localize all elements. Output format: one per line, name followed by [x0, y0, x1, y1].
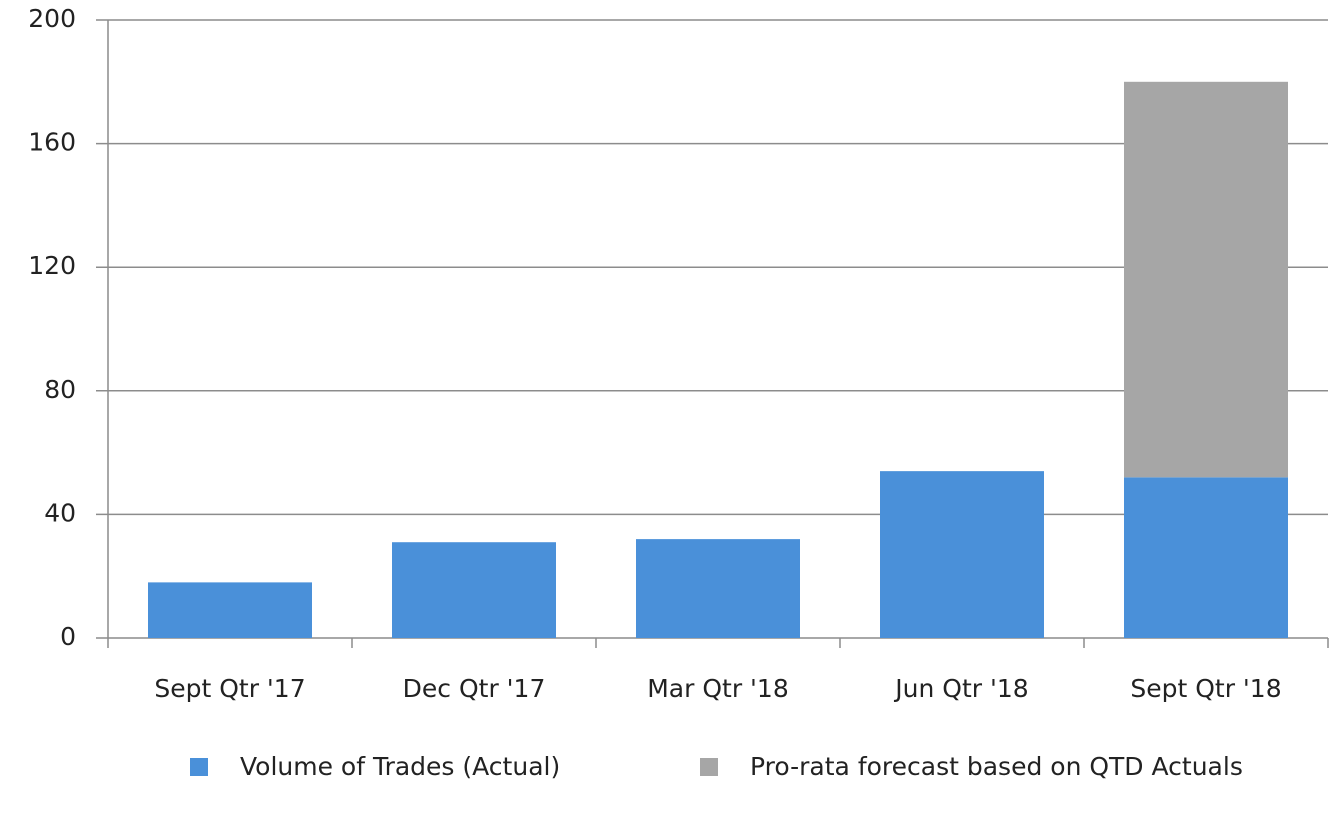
- legend-swatch: [700, 758, 718, 776]
- x-tick-label: Sept Qtr '18: [1130, 674, 1281, 703]
- x-tick-label: Mar Qtr '18: [647, 674, 789, 703]
- x-tick-label: Dec Qtr '17: [403, 674, 546, 703]
- bar: [636, 539, 800, 638]
- y-tick-label: 80: [44, 375, 76, 404]
- bar: [392, 542, 556, 638]
- legend-label: Pro-rata forecast based on QTD Actuals: [750, 752, 1243, 781]
- y-tick-label: 120: [28, 251, 76, 280]
- legend-label: Volume of Trades (Actual): [240, 752, 560, 781]
- bar: [148, 582, 312, 638]
- y-tick-label: 0: [60, 622, 76, 651]
- y-tick-label: 40: [44, 498, 76, 527]
- legend-swatch: [190, 758, 208, 776]
- x-tick-label: Sept Qtr '17: [154, 674, 305, 703]
- bar: [880, 471, 1044, 638]
- y-tick-label: 160: [28, 128, 76, 157]
- bar: [1124, 81, 1288, 478]
- bar: [1124, 477, 1288, 638]
- x-tick-label: Jun Qtr '18: [893, 674, 1028, 703]
- y-tick-label: 200: [28, 4, 76, 33]
